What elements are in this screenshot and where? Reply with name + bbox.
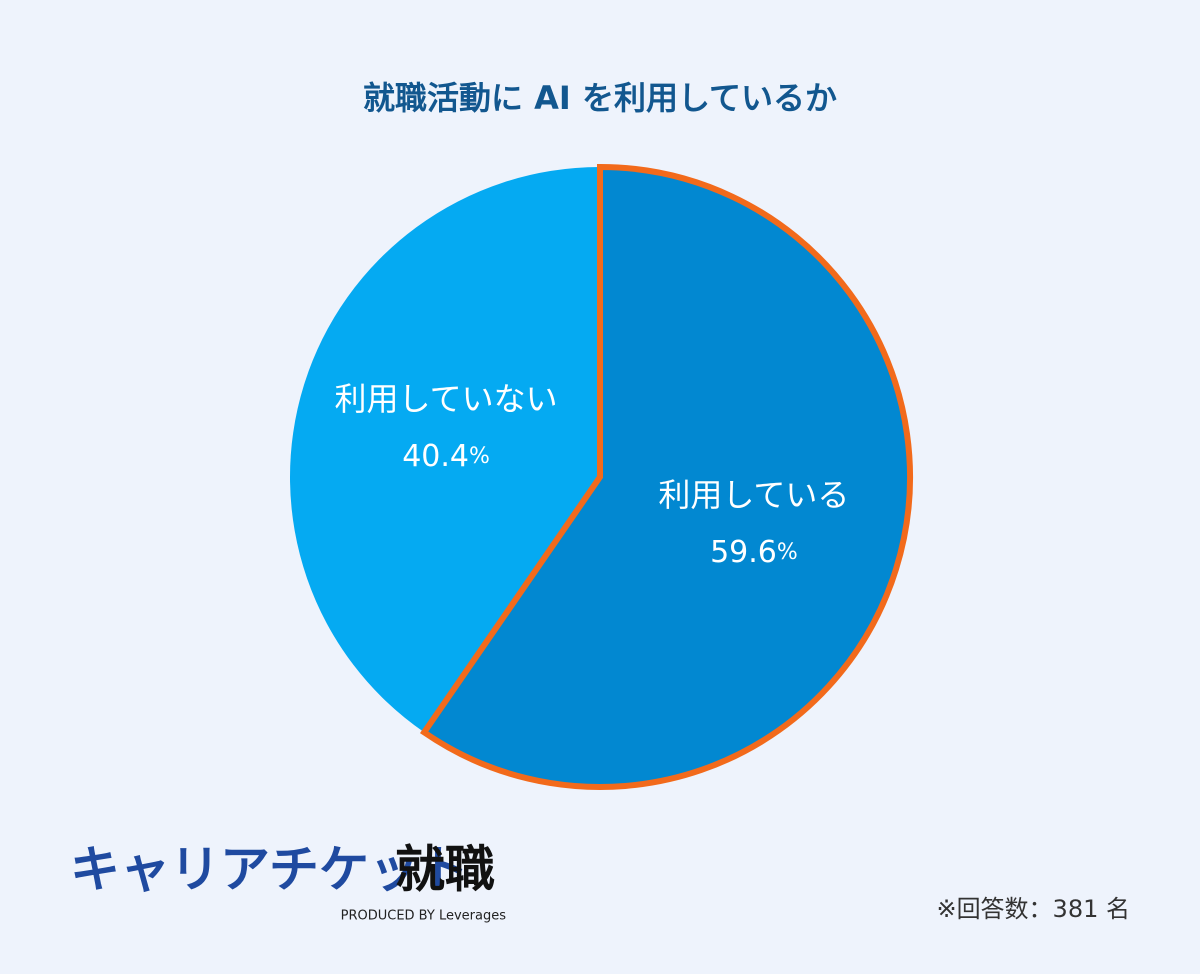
- logo-name: キャリアチケット: [70, 841, 469, 899]
- slice-label: 利用している: [658, 476, 849, 514]
- pie: 利用している 59.6% 利用していない 40.4%: [290, 163, 913, 790]
- note: ※回答数：381 名: [936, 895, 1130, 923]
- pie-slice: [290, 166, 600, 733]
- value-label: 40.4%: [402, 439, 490, 474]
- pie-slice: [419, 163, 913, 790]
- value-label: 59.6%: [710, 534, 798, 569]
- logo-producer: PRODUCED BY Leverages: [341, 909, 507, 924]
- logo-suffix: 就職: [395, 841, 495, 899]
- chart-title: 就職活動に AI を利用しているか: [363, 79, 837, 117]
- slice-label: 利用していない: [335, 380, 558, 418]
